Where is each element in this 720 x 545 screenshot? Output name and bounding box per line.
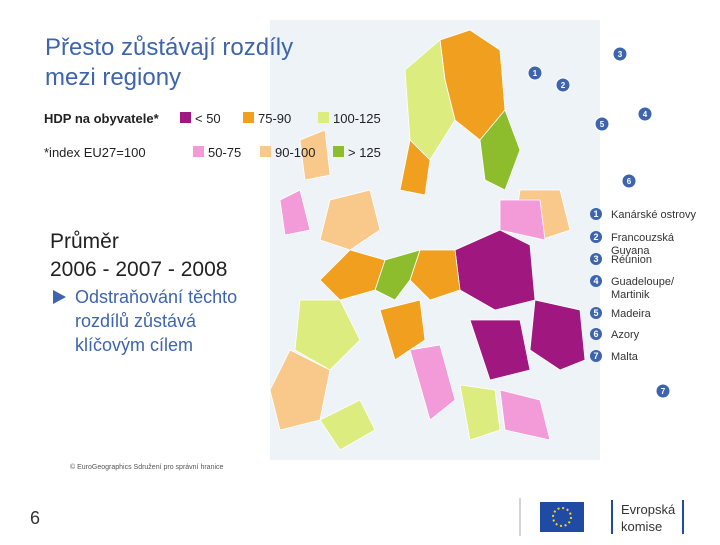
map-inset-number: 6: [627, 177, 632, 186]
map-inset-number: 3: [618, 50, 623, 59]
title-line: Přesto zůstávají rozdíly: [45, 34, 293, 61]
inset-number: 7: [593, 351, 598, 361]
map-region: [499, 389, 551, 441]
inset-label: Réunion: [611, 254, 652, 266]
page-number: 6: [30, 508, 40, 528]
copyright: © EuroGeographics Sdružení pro správní h…: [70, 463, 224, 471]
inset-number: 6: [593, 329, 598, 339]
map-region: [319, 189, 381, 251]
inset-number: 5: [593, 308, 598, 318]
legend-label: > 125: [348, 145, 381, 160]
map-inset-number: 4: [643, 110, 648, 119]
inset-label: Guyana: [611, 245, 650, 257]
title-line: mezi regiony: [45, 64, 181, 91]
legend-title: HDP na obyvatele*: [44, 111, 160, 126]
inset-number: 1: [593, 209, 598, 219]
legend-label: 90-100: [275, 145, 315, 160]
legend-label: 50-75: [208, 145, 241, 160]
inset-badge: [590, 208, 602, 220]
eu-stars: [552, 507, 572, 527]
map-region: [529, 299, 586, 371]
map-region: [409, 344, 456, 421]
map-region: [269, 349, 331, 431]
map-region: [379, 299, 426, 361]
map-region: [459, 384, 501, 441]
legend-note: *index EU27=100: [44, 145, 146, 160]
legend-label: 75-90: [258, 111, 291, 126]
map-region: [499, 199, 546, 241]
eu-flag: [540, 502, 584, 532]
legend-swatch: [333, 146, 344, 157]
inset-label: Azory: [611, 329, 640, 341]
map-inset-number: 7: [661, 387, 666, 396]
map-region: [319, 399, 376, 451]
inset-number: 3: [593, 254, 598, 264]
bullet-text: rozdílů zůstává: [75, 311, 197, 331]
inset-badge: [590, 328, 602, 340]
map-inset-number: 5: [600, 120, 605, 129]
legend-swatch: [180, 112, 191, 123]
legend-label: < 50: [195, 111, 221, 126]
inset-badge: [590, 253, 602, 265]
logo-text: Evropská: [621, 502, 676, 517]
map-region: [469, 319, 531, 381]
map-inset-badge: [655, 383, 671, 399]
inset-label: Guadeloupe/: [611, 276, 675, 288]
map: [269, 20, 600, 460]
inset-badge: [590, 275, 602, 287]
map-inset-badge: [637, 106, 653, 122]
inset-label: Kanárské ostrovy: [611, 209, 696, 221]
logo-text: komise: [621, 519, 662, 534]
bullet-arrow: [53, 290, 66, 304]
bullet-text: Odstraňování těchto: [75, 287, 237, 307]
map-inset-badge: [612, 46, 628, 62]
legend-swatch: [193, 146, 204, 157]
legend-swatch: [260, 146, 271, 157]
map-region: [479, 109, 521, 191]
headline: 2006 - 2007 - 2008: [50, 258, 227, 281]
inset-label: Madeira: [611, 308, 652, 320]
inset-number: 2: [593, 232, 598, 242]
legend-label: 100-125: [333, 111, 381, 126]
inset-number: 4: [593, 276, 598, 286]
map-inset-number: 2: [561, 81, 566, 90]
inset-badge: [590, 231, 602, 243]
map-region: [279, 189, 311, 236]
inset-label: Martinik: [611, 289, 650, 301]
legend: < 50 50-75 75-90 90-100 100-125 > 125: [180, 111, 381, 160]
map-inset-badge: [527, 65, 543, 81]
map-inset-badge: [555, 77, 571, 93]
inset-badge: [590, 350, 602, 362]
map-region: [294, 299, 361, 371]
legend-swatch: [318, 112, 329, 123]
inset-label: Francouzská: [611, 232, 675, 244]
map-region: [319, 249, 386, 301]
bullet-text: klíčovým cílem: [75, 335, 193, 355]
map-inset-number: 1: [533, 69, 538, 78]
inset-label: Malta: [611, 351, 639, 363]
headline: Průměr: [50, 230, 119, 253]
inset-badge: [590, 307, 602, 319]
map-inset-badge: [594, 116, 610, 132]
map-region: [299, 129, 331, 181]
map-region: [399, 139, 431, 196]
map-inset-badge: [621, 173, 637, 189]
legend-swatch: [243, 112, 254, 123]
